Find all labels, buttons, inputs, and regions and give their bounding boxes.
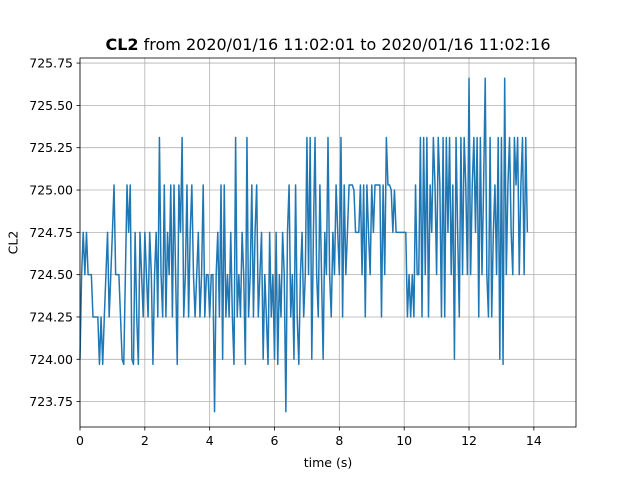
ticks: 0 2 4 6 8 10 12 14 723.75 724.00 724.25 724.50 724.7… — [29, 56, 542, 448]
x-tick-label: 8 — [335, 433, 343, 448]
series-line — [79, 77, 529, 413]
y-tick-label: 725.25 — [29, 140, 73, 155]
axes-frame — [79, 57, 577, 428]
x-tick-label: 2 — [141, 433, 149, 448]
y-tick-label: 723.75 — [29, 394, 73, 409]
chart-title: CL2 from 2020/01/16 11:02:01 to 2020/01/… — [105, 35, 550, 54]
x-tick-label: 14 — [526, 433, 542, 448]
x-tick-label: 6 — [271, 433, 279, 448]
y-tick-label: 724.25 — [29, 309, 73, 324]
y-tick-label: 725.50 — [29, 98, 73, 113]
y-tick-label: 724.75 — [29, 225, 73, 240]
y-axis-label: CL2 — [6, 231, 21, 255]
chart-title-rest: from 2020/01/16 11:02:01 to 2020/01/16 1… — [139, 35, 551, 54]
x-tick-label: 10 — [396, 433, 412, 448]
y-tick-label: 725.00 — [29, 183, 73, 198]
x-axis-label: time (s) — [304, 455, 352, 470]
chart-title-bold: CL2 — [105, 35, 138, 54]
x-tick-label: 12 — [461, 433, 477, 448]
y-tick-label: 724.50 — [29, 267, 73, 282]
x-tick-label: 4 — [206, 433, 214, 448]
y-tick-label: 725.75 — [29, 56, 73, 71]
y-tick-label: 724.00 — [29, 352, 73, 367]
series-layer — [79, 77, 529, 413]
x-tick-label: 0 — [76, 433, 84, 448]
